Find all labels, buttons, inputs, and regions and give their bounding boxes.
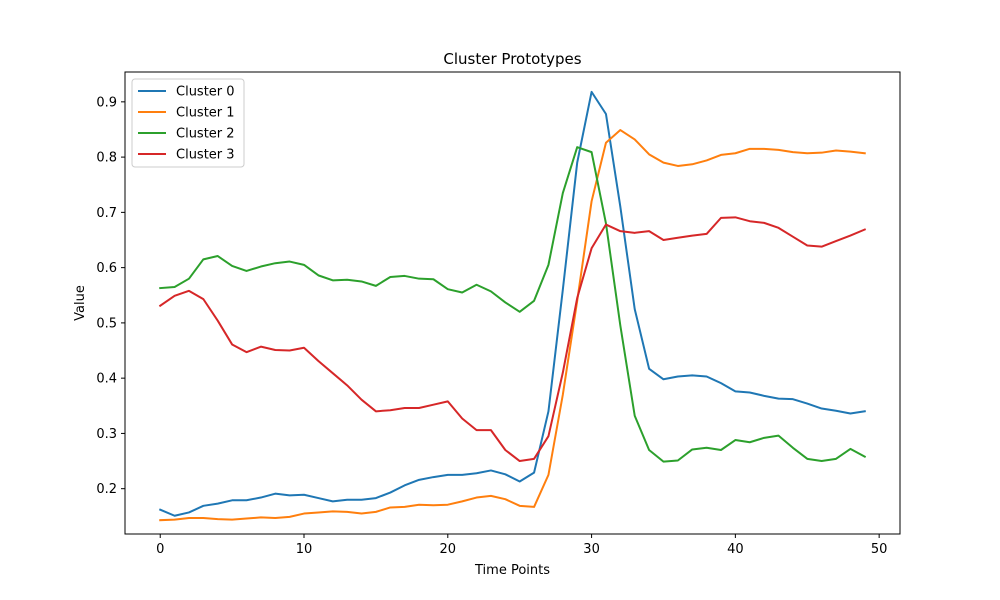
series-line-cluster-2 <box>159 146 867 463</box>
x-tick-label: 10 <box>296 542 313 557</box>
legend-label-cluster-0: Cluster 0 <box>176 85 235 100</box>
y-axis-label: Value <box>73 285 88 321</box>
y-tick-label: 0.5 <box>96 316 117 331</box>
y-tick-label: 0.2 <box>96 482 117 497</box>
x-tick-label: 30 <box>583 542 600 557</box>
y-axis-ticks: 0.2 0.3 0.4 0.5 0.6 0.7 0.8 0.9 <box>96 95 125 497</box>
series-line-cluster-3 <box>158 216 867 463</box>
legend-box <box>131 78 245 168</box>
series-line-cluster-0 <box>158 90 866 517</box>
plot-frame <box>124 71 901 535</box>
y-tick-label: 0.4 <box>96 372 117 387</box>
legend-items: Cluster 0 Cluster 1 Cluster 2 Cluster 3 <box>138 85 235 163</box>
y-tick-label: 0.9 <box>96 95 117 110</box>
legend: Cluster 0 Cluster 1 Cluster 2 Cluster 3 <box>131 78 245 168</box>
x-tick-label: 20 <box>440 542 457 557</box>
x-axis-ticks: 0 10 20 30 40 50 <box>156 534 887 557</box>
x-tick-label: 0 <box>156 542 164 557</box>
legend-label-cluster-3: Cluster 3 <box>176 148 235 163</box>
x-tick-label: 50 <box>871 542 888 557</box>
y-tick-label: 0.3 <box>96 427 117 442</box>
legend-label-cluster-1: Cluster 1 <box>176 106 235 121</box>
y-tick-label: 0.7 <box>96 206 117 221</box>
x-axis-label: Time Points <box>474 563 550 578</box>
y-tick-label: 0.6 <box>96 261 117 276</box>
x-tick-label: 40 <box>727 542 744 557</box>
series-layer <box>158 90 867 522</box>
legend-label-cluster-2: Cluster 2 <box>176 127 235 142</box>
y-tick-label: 0.8 <box>96 151 117 166</box>
series-line-cluster-1 <box>159 129 866 522</box>
chart-title: Cluster Prototypes <box>443 50 581 68</box>
